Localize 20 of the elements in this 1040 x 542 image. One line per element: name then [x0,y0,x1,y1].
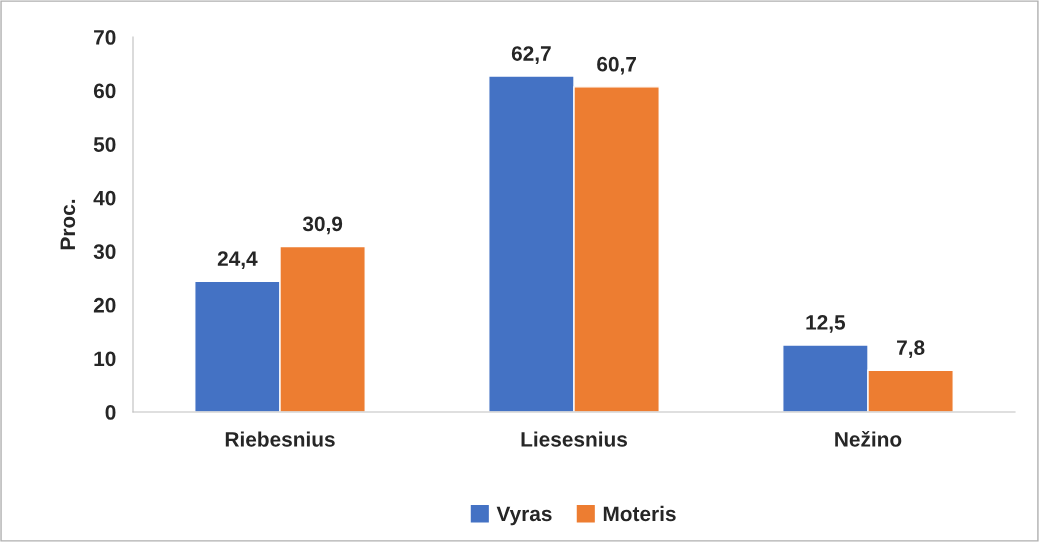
legend-label: Moteris [603,505,676,522]
x-tick-label: Nežino [835,430,902,447]
y-tick-label: 40 [93,190,116,206]
data-label: 60,7 [597,56,636,75]
legend-label: Vyras [496,506,552,526]
y-tick-label: 50 [93,137,116,152]
y-tick-label: 60 [93,83,116,99]
y-tick-label: 0 [105,405,116,420]
y-axis-title: Proc. [60,199,76,250]
y-tick-label: 20 [93,297,116,313]
data-label: 24,4 [217,251,258,270]
x-tick-label: Riebesnius [225,431,335,447]
y-tick-label: 30 [93,244,116,260]
data-label: 30,9 [302,216,343,235]
x-tick-label: Liesesnius [521,431,627,447]
data-label: 12,5 [806,315,846,333]
data-label: 7,8 [897,340,925,359]
y-tick-label: 10 [94,351,116,367]
y-tick-label: 70 [94,30,116,45]
data-label: 62,7 [511,46,551,64]
